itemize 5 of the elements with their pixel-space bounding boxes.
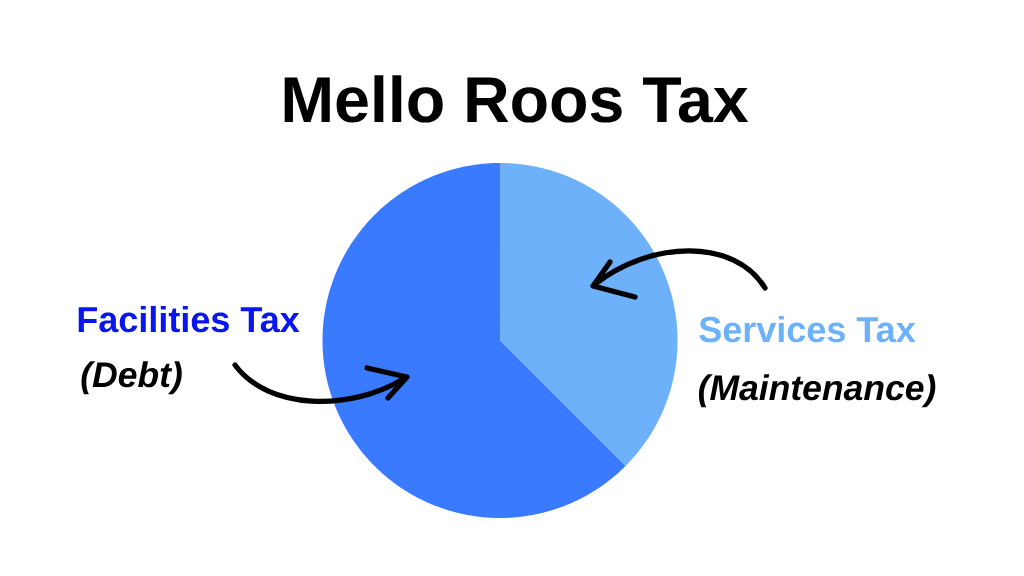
- text: (Maintenance): [698, 374, 936, 408]
- chart-title: Mello Roos Tax: [284, 75, 749, 123]
- slice-label: Facilities Tax: [78, 305, 300, 333]
- text: (Debt): [81, 361, 182, 395]
- slice-label: Services Tax: [699, 315, 916, 343]
